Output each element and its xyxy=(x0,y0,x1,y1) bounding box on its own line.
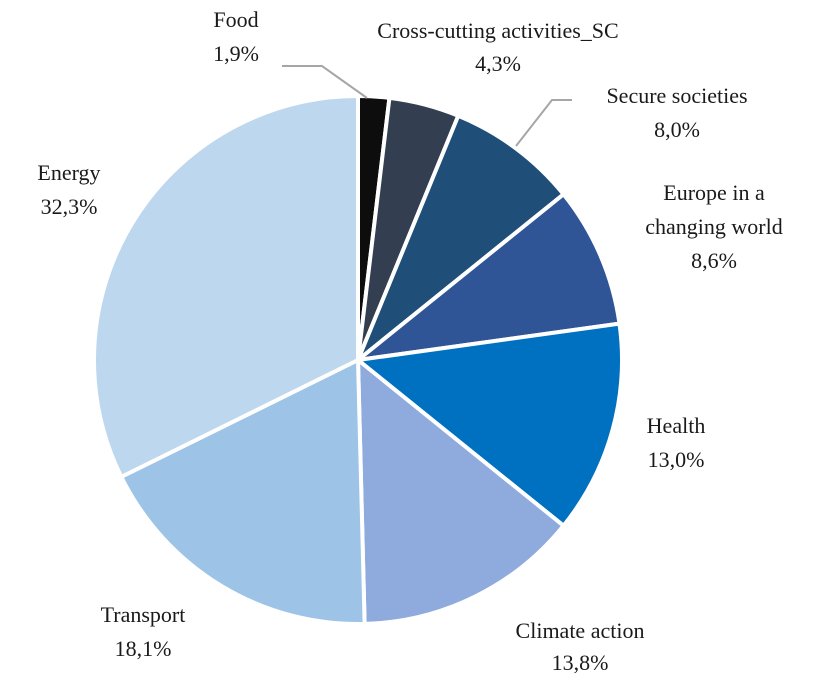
label-secure-societies: Secure societies 8,0% xyxy=(606,83,747,142)
label-climate-action: Climate action 13,8% xyxy=(516,618,645,674)
label-transport-name: Transport xyxy=(101,602,186,627)
pie-slice-climate-action xyxy=(356,358,566,626)
label-europe-value: 8,6% xyxy=(691,248,737,273)
label-secure-societies-value: 8,0% xyxy=(654,117,700,142)
pie-slice-secure-societies xyxy=(356,113,566,362)
label-health-name: Health xyxy=(647,413,706,438)
label-transport: Transport 18,1% xyxy=(101,602,186,661)
label-secure-societies-name: Secure societies xyxy=(606,83,747,108)
label-cross-cutting: Cross-cutting activities_SC 4,3% xyxy=(377,18,618,76)
label-energy-name: Energy xyxy=(37,160,100,185)
pie-slice-europe-in-a-changing-world xyxy=(356,192,622,362)
label-europe-line2: changing world xyxy=(645,214,782,239)
label-food-name: Food xyxy=(213,7,258,32)
label-energy-value: 32,3% xyxy=(41,194,98,219)
label-climate-action-name: Climate action xyxy=(516,618,645,643)
pie-slice-transport xyxy=(119,358,367,626)
leader-line-secure-societies xyxy=(515,99,572,147)
label-climate-action-value: 13,8% xyxy=(552,650,609,674)
label-food: Food 1,9% xyxy=(213,7,259,66)
label-cross-cutting-value: 4,3% xyxy=(475,51,521,76)
label-health: Health 13,0% xyxy=(647,413,706,472)
pie-slices xyxy=(92,94,624,626)
pie-slice-health xyxy=(356,321,624,528)
label-energy: Energy 32,3% xyxy=(37,160,100,219)
label-food-value: 1,9% xyxy=(213,41,259,66)
leader-line-food xyxy=(282,65,368,99)
label-health-value: 13,0% xyxy=(648,447,705,472)
label-europe-line1: Europe in a xyxy=(663,180,765,205)
label-transport-value: 18,1% xyxy=(115,636,172,661)
label-cross-cutting-name: Cross-cutting activities_SC xyxy=(377,18,618,43)
pie-slice-energy xyxy=(92,94,360,479)
label-europe: Europe in a changing world 8,6% xyxy=(645,180,782,273)
